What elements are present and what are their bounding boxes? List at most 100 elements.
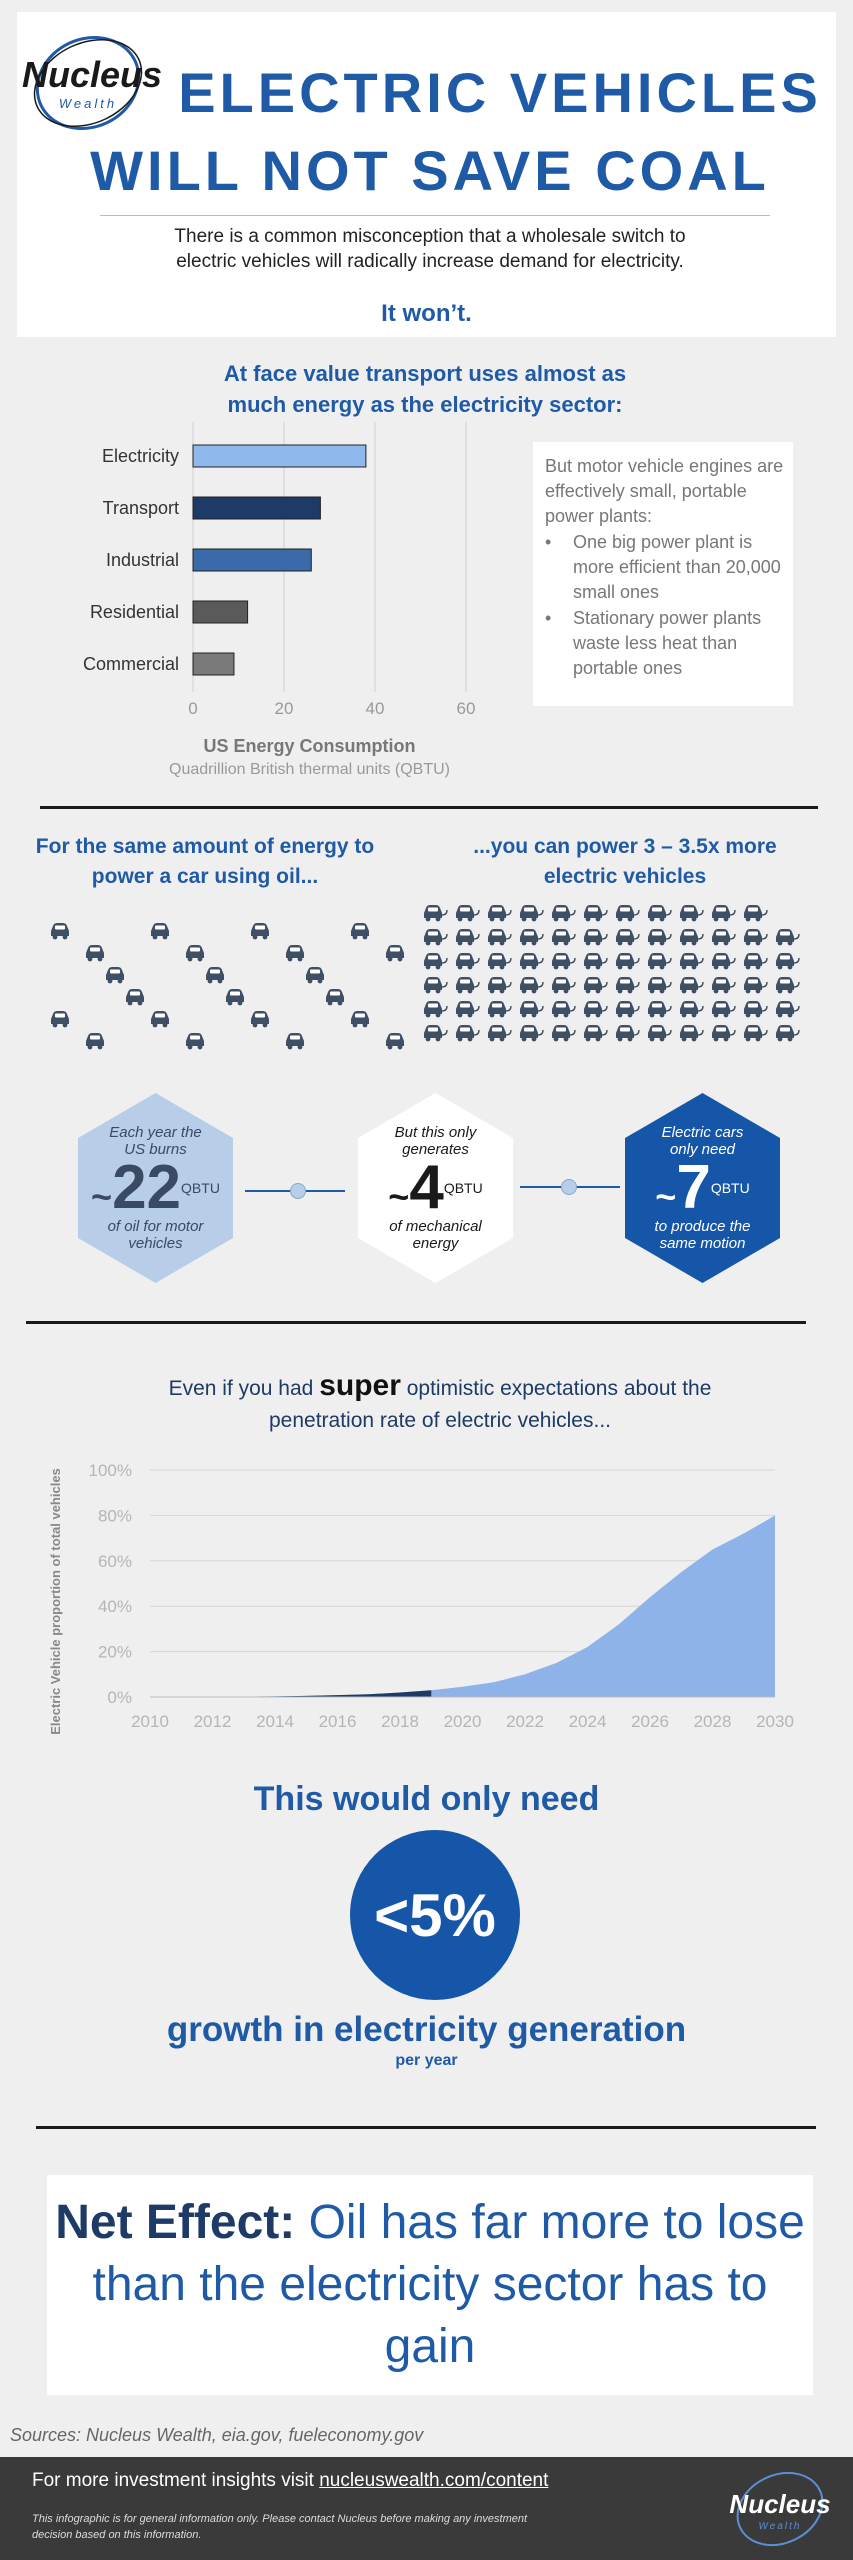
car-window bbox=[652, 955, 662, 960]
car-wheel bbox=[152, 934, 158, 940]
car-icon bbox=[306, 967, 324, 984]
plug-cord bbox=[569, 933, 576, 940]
x-tick-label: 2028 bbox=[694, 1712, 732, 1731]
car-wheel bbox=[287, 956, 293, 962]
hex3-value: ~ 7 QBTU bbox=[655, 1157, 749, 1219]
car-wheel bbox=[489, 940, 495, 946]
car-wheel bbox=[489, 916, 495, 922]
plug-cord bbox=[441, 1005, 448, 1012]
bullet-icon: • bbox=[545, 608, 552, 628]
nucleus-logo[interactable]: Nucleus Wealth bbox=[18, 28, 162, 138]
car-wheel bbox=[787, 988, 793, 994]
car-wheel bbox=[585, 940, 591, 946]
car-window bbox=[748, 955, 758, 960]
car-window bbox=[588, 955, 598, 960]
plug-cord bbox=[601, 1005, 608, 1012]
insights-link[interactable]: nucleuswealth.com/content bbox=[319, 2470, 549, 2491]
electric-car-icon bbox=[648, 953, 672, 970]
hex2-tilde: ~ bbox=[388, 1176, 410, 1217]
plug-cord bbox=[569, 1029, 576, 1036]
plug-cord bbox=[665, 981, 672, 988]
plug-cord bbox=[793, 981, 800, 988]
car-icon bbox=[286, 945, 304, 962]
car-wheel bbox=[595, 964, 601, 970]
car-wheel bbox=[563, 1012, 569, 1018]
plug-cord bbox=[697, 1005, 704, 1012]
car-wheel bbox=[297, 1044, 303, 1050]
hex2-number: 4 bbox=[409, 1153, 444, 1222]
car-window bbox=[428, 1003, 438, 1008]
x-tick-label: 40 bbox=[366, 699, 385, 718]
car-wheel bbox=[617, 1012, 623, 1018]
car-wheel bbox=[107, 978, 113, 984]
x-tick-label: 2012 bbox=[194, 1712, 232, 1731]
growth-line1: This would only need bbox=[253, 1780, 600, 1818]
plug-cord bbox=[537, 1029, 544, 1036]
intro-text: There is a common misconception that a w… bbox=[174, 226, 686, 272]
car-window bbox=[716, 979, 726, 984]
car-window bbox=[716, 931, 726, 936]
electric-car-icon bbox=[488, 1025, 512, 1042]
car-wheel bbox=[425, 964, 431, 970]
car-wheel bbox=[649, 916, 655, 922]
car-wheel bbox=[777, 940, 783, 946]
car-window bbox=[652, 907, 662, 912]
plug-cord bbox=[473, 957, 480, 964]
plug-cord bbox=[473, 909, 480, 916]
car-window bbox=[556, 907, 566, 912]
electric-car-icon bbox=[520, 905, 544, 922]
bar bbox=[192, 548, 312, 572]
car-window bbox=[55, 925, 65, 930]
car-wheel bbox=[197, 956, 203, 962]
car-wheel bbox=[97, 1044, 103, 1050]
car-wheel bbox=[649, 940, 655, 946]
electric-car-icon bbox=[520, 977, 544, 994]
car-window bbox=[210, 969, 220, 974]
car-wheel bbox=[521, 1036, 527, 1042]
bar bbox=[192, 444, 367, 468]
car-wheel bbox=[787, 964, 793, 970]
car-wheel bbox=[435, 1012, 441, 1018]
section-divider bbox=[36, 2126, 816, 2129]
car-wheel bbox=[489, 964, 495, 970]
car-window bbox=[556, 979, 566, 984]
car-wheel bbox=[87, 1044, 93, 1050]
electric-car-icon bbox=[616, 953, 640, 970]
car-wheel bbox=[777, 964, 783, 970]
car-window bbox=[684, 931, 694, 936]
plug-cord bbox=[729, 933, 736, 940]
plug-cord bbox=[761, 909, 768, 916]
electric-car-icon bbox=[776, 929, 800, 946]
insights-text: For more investment insights visit nucle… bbox=[32, 2470, 548, 2492]
car-wheel bbox=[585, 1036, 591, 1042]
plug-cord bbox=[473, 933, 480, 940]
net-effect-bold: Net Effect: bbox=[55, 2196, 296, 2249]
car-wheel bbox=[457, 940, 463, 946]
plug-cord bbox=[505, 981, 512, 988]
growth-line2: growth in electricity generation bbox=[166, 2010, 687, 2049]
car-wheel bbox=[425, 916, 431, 922]
hexagon-shape bbox=[78, 1093, 233, 1283]
car-window bbox=[620, 1027, 630, 1032]
x-tick-label: 2020 bbox=[444, 1712, 482, 1731]
car-wheel bbox=[352, 934, 358, 940]
energy-bar-chart: 0 20 40 60 Electricity Transport Industrial Res… bbox=[83, 422, 475, 778]
electric-car-icon bbox=[584, 929, 608, 946]
car-wheel bbox=[521, 940, 527, 946]
car-window bbox=[190, 947, 200, 952]
car-wheel bbox=[691, 964, 697, 970]
footer-logo[interactable]: Nucleus Wealth bbox=[720, 2467, 840, 2552]
historical-area bbox=[150, 1690, 432, 1697]
car-wheel bbox=[287, 1044, 293, 1050]
car-wheel bbox=[627, 940, 633, 946]
plug-cord bbox=[697, 933, 704, 940]
car-wheel bbox=[162, 1022, 168, 1028]
car-wheel bbox=[307, 978, 313, 984]
efficiency-bullet: • Stationary power plants waste less hea… bbox=[545, 606, 785, 681]
car-wheel bbox=[553, 964, 559, 970]
car-wheel bbox=[723, 1012, 729, 1018]
car-window bbox=[684, 955, 694, 960]
car-window bbox=[492, 979, 502, 984]
y-tick-label: 20% bbox=[98, 1643, 132, 1662]
oil-burned-hexagon: Each year the US burns ~ 22 QBTU of oil … bbox=[78, 1093, 233, 1283]
